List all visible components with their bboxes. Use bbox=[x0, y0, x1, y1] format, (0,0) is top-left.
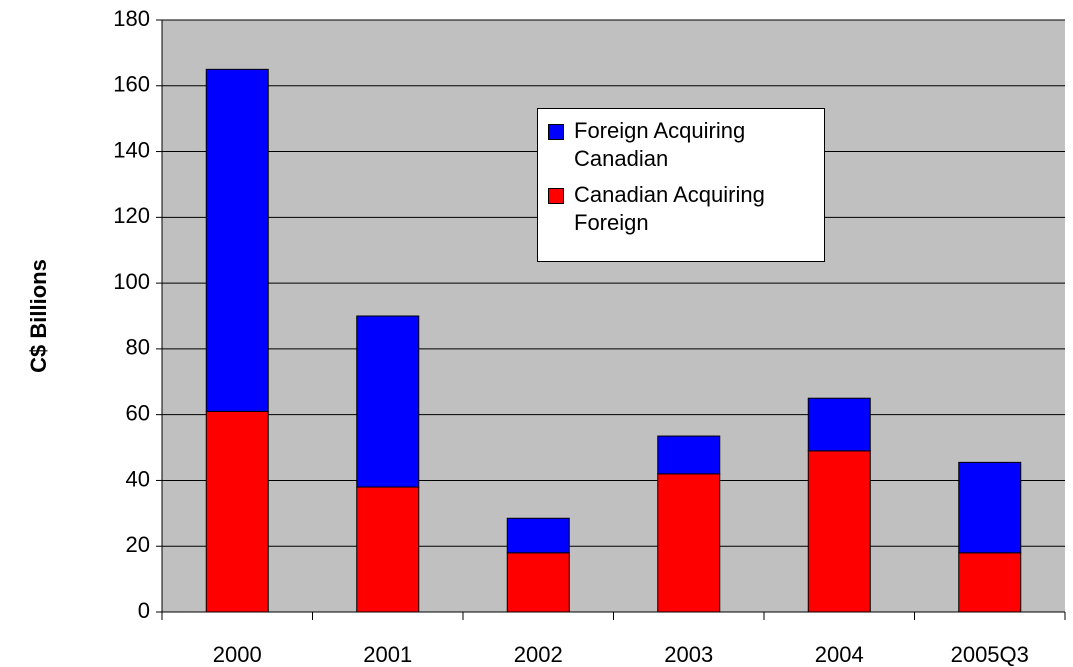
y-tick-label: 160 bbox=[113, 72, 150, 97]
legend-label: Foreign Acquiring Canadian bbox=[574, 118, 746, 171]
y-tick-label: 20 bbox=[126, 532, 150, 557]
y-tick-label: 0 bbox=[138, 598, 150, 623]
bar-segment bbox=[356, 315, 420, 488]
legend-entry: Canadian Acquiring Foreign bbox=[544, 181, 818, 237]
x-tick-label: 2004 bbox=[815, 642, 864, 667]
bar-segment bbox=[205, 410, 269, 613]
bar-segment bbox=[506, 552, 570, 613]
bar-segment bbox=[506, 517, 570, 554]
bar-segment bbox=[958, 461, 1022, 554]
x-tick-label: 2001 bbox=[363, 642, 412, 667]
x-tick-label: 2005Q3 bbox=[951, 642, 1029, 667]
y-tick-label: 100 bbox=[113, 269, 150, 294]
bar-segment bbox=[356, 486, 420, 613]
y-tick-label: 40 bbox=[126, 466, 150, 491]
y-tick-label: 80 bbox=[126, 335, 150, 360]
y-tick-label: 140 bbox=[113, 137, 150, 162]
y-tick-label: 180 bbox=[113, 6, 150, 31]
bar-segment bbox=[807, 450, 871, 613]
bar-segment bbox=[205, 68, 269, 412]
legend-swatch bbox=[548, 124, 564, 140]
legend: Foreign Acquiring Canadian Canadian Acqui… bbox=[537, 108, 825, 262]
bar-segment bbox=[807, 397, 871, 452]
bar-segment bbox=[958, 552, 1022, 613]
bar-segment bbox=[657, 435, 721, 475]
x-tick-label: 2000 bbox=[213, 642, 262, 667]
x-tick-label: 2002 bbox=[514, 642, 563, 667]
y-tick-label: 60 bbox=[126, 400, 150, 425]
bar-segment bbox=[657, 473, 721, 613]
y-axis-label: C$ Billions bbox=[26, 259, 51, 373]
x-tick-label: 2003 bbox=[664, 642, 713, 667]
legend-label: Canadian Acquiring Foreign bbox=[574, 182, 765, 235]
y-tick-label: 120 bbox=[113, 203, 150, 228]
legend-swatch bbox=[548, 188, 564, 204]
legend-entry: Foreign Acquiring Canadian bbox=[544, 117, 818, 173]
